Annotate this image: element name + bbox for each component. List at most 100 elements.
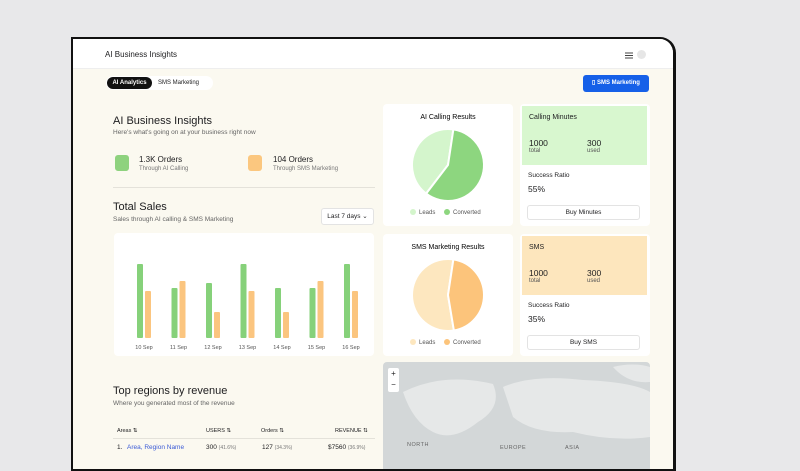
x-tick-label: 11 Sep bbox=[170, 345, 187, 351]
cell: 300 (41.6%) bbox=[206, 444, 236, 451]
share: (36.9%) bbox=[347, 445, 366, 451]
pie-title: SMS Marketing Results bbox=[411, 244, 485, 251]
map-label: ASIA bbox=[565, 445, 580, 451]
legend-swatch bbox=[444, 209, 450, 215]
used-label: used bbox=[587, 148, 601, 154]
page: AI Business Insights AI Analytics SMS Ma… bbox=[71, 37, 676, 471]
total-label: total bbox=[529, 278, 541, 284]
sales-subtitle: Sales through AI calling & SMS Marketing bbox=[113, 216, 234, 223]
header-text: Orders bbox=[261, 428, 278, 434]
sms-icon bbox=[248, 155, 262, 171]
revenue: $7560 bbox=[328, 444, 347, 451]
bar bbox=[317, 281, 324, 338]
used-label: used bbox=[587, 278, 601, 284]
map-land bbox=[403, 364, 650, 439]
share: (34.3%) bbox=[274, 445, 293, 451]
column-header[interactable]: REVENUE ⇅ bbox=[335, 428, 368, 434]
avatar[interactable] bbox=[637, 50, 646, 59]
bar bbox=[275, 288, 281, 338]
legend-swatch bbox=[410, 209, 416, 215]
column-header[interactable]: USERS ⇅ bbox=[206, 428, 232, 434]
ratio-label: Success Ratio bbox=[528, 302, 570, 309]
calling-icon bbox=[115, 155, 129, 171]
zoom-out[interactable]: − bbox=[391, 380, 396, 389]
area-link[interactable]: Area, Region Name bbox=[127, 444, 185, 451]
pie-slice bbox=[424, 128, 485, 202]
rank: 1. bbox=[117, 444, 123, 451]
sales-title: Total Sales bbox=[113, 201, 167, 213]
bar bbox=[179, 281, 186, 338]
button-label: SMS Marketing bbox=[596, 80, 640, 86]
overview-title: AI Business Insights bbox=[113, 115, 213, 127]
used-value: 300 bbox=[587, 268, 602, 278]
x-tick-label: 16 Sep bbox=[342, 345, 359, 351]
bar bbox=[137, 264, 143, 338]
legend-swatch bbox=[444, 339, 450, 345]
app-frame: AI Business Insights AI Analytics SMS Ma… bbox=[71, 37, 676, 471]
sms-results-card: SMS Marketing Results Leads Converted bbox=[383, 234, 513, 356]
menu-icon[interactable] bbox=[625, 52, 633, 59]
orders: 127 bbox=[262, 444, 273, 451]
pie-slice bbox=[411, 258, 456, 332]
total-value: 1000 bbox=[529, 138, 548, 148]
stat-label: Through AI Calling bbox=[139, 166, 189, 172]
zoom-controls: + − bbox=[388, 368, 399, 392]
calling-results-card: AI Calling Results Leads Converted bbox=[383, 104, 513, 226]
column-header[interactable]: Areas ⇅ bbox=[117, 428, 138, 434]
minutes-highlight bbox=[522, 106, 647, 165]
total-value: 1000 bbox=[529, 268, 548, 278]
zoom-in[interactable]: + bbox=[391, 369, 396, 378]
header-text: Areas bbox=[117, 428, 132, 434]
used-value: 300 bbox=[587, 138, 602, 148]
legend-label: Converted bbox=[453, 210, 481, 216]
sms-highlight bbox=[522, 236, 647, 295]
x-tick-label: 14 Sep bbox=[273, 345, 290, 351]
bar bbox=[214, 312, 220, 338]
bar bbox=[344, 264, 350, 338]
bar bbox=[352, 291, 358, 338]
phone-icon: ▯ bbox=[592, 80, 597, 86]
legend-label: Leads bbox=[419, 210, 435, 216]
ratio-value: 55% bbox=[528, 184, 546, 194]
buy-sms-button[interactable]: Buy SMS bbox=[527, 335, 640, 350]
bar bbox=[206, 283, 212, 338]
share: (41.6%) bbox=[218, 445, 237, 451]
x-tick-label: 13 Sep bbox=[239, 345, 256, 351]
stat-value: 104 Orders bbox=[273, 155, 314, 164]
buy-minutes-button[interactable]: Buy Minutes bbox=[527, 205, 640, 220]
tab[interactable]: SMS Marketing bbox=[158, 80, 200, 86]
x-tick-label: 10 Sep bbox=[135, 345, 152, 351]
bar bbox=[283, 312, 289, 338]
sms-button[interactable]: ▯ SMS Marketing bbox=[583, 75, 649, 92]
pie-slice bbox=[446, 258, 485, 332]
cell: $7560 (36.9%) bbox=[328, 444, 365, 451]
bar bbox=[248, 291, 255, 338]
total-label: total bbox=[529, 148, 541, 154]
bar-chart: 10 Sep 11 Sep 12 Sep 13 Sep 14 Sep 15 Sep 16 S… bbox=[135, 264, 360, 351]
legend-swatch bbox=[410, 339, 416, 345]
map[interactable]: + − NORTH EUROPE ASIA bbox=[383, 362, 650, 469]
regions-subtitle: Where you generated most of the revenue bbox=[113, 400, 235, 407]
bar bbox=[171, 288, 178, 338]
pie-chart: AI Calling Results Leads Converted bbox=[410, 114, 485, 216]
pie-title: AI Calling Results bbox=[420, 114, 476, 121]
app-title: AI Business Insights bbox=[105, 50, 178, 59]
x-tick-label: 15 Sep bbox=[308, 345, 325, 351]
regions-table: Areas ⇅ USERS ⇅ Orders ⇅ REVENUE ⇅ 1. Ar… bbox=[113, 424, 375, 469]
header-text: REVENUE bbox=[335, 428, 362, 434]
ratio-value: 35% bbox=[528, 314, 546, 324]
column-header[interactable]: Orders ⇅ bbox=[261, 428, 284, 434]
map-label: EUROPE bbox=[500, 445, 527, 451]
tab-active[interactable]: AI Analytics bbox=[107, 77, 152, 89]
card-title: SMS bbox=[529, 244, 545, 251]
period-label: Last 7 days bbox=[327, 213, 361, 220]
tab-group: AI Analytics SMS Marketing bbox=[106, 76, 213, 90]
pie-chart: SMS Marketing Results Leads Converted bbox=[410, 244, 485, 346]
sales-card: 10 Sep 11 Sep 12 Sep 13 Sep 14 Sep 15 Sep 16 S… bbox=[114, 233, 374, 356]
period-dropdown[interactable]: Last 7 days ⌄ bbox=[321, 208, 374, 225]
card-title: Calling Minutes bbox=[529, 114, 577, 121]
legend-label: Converted bbox=[453, 340, 481, 346]
calling-minutes-card: Calling Minutes 1000 total 300 used Succ… bbox=[520, 104, 650, 226]
users: 300 bbox=[206, 444, 217, 451]
pie-slice bbox=[411, 128, 455, 196]
